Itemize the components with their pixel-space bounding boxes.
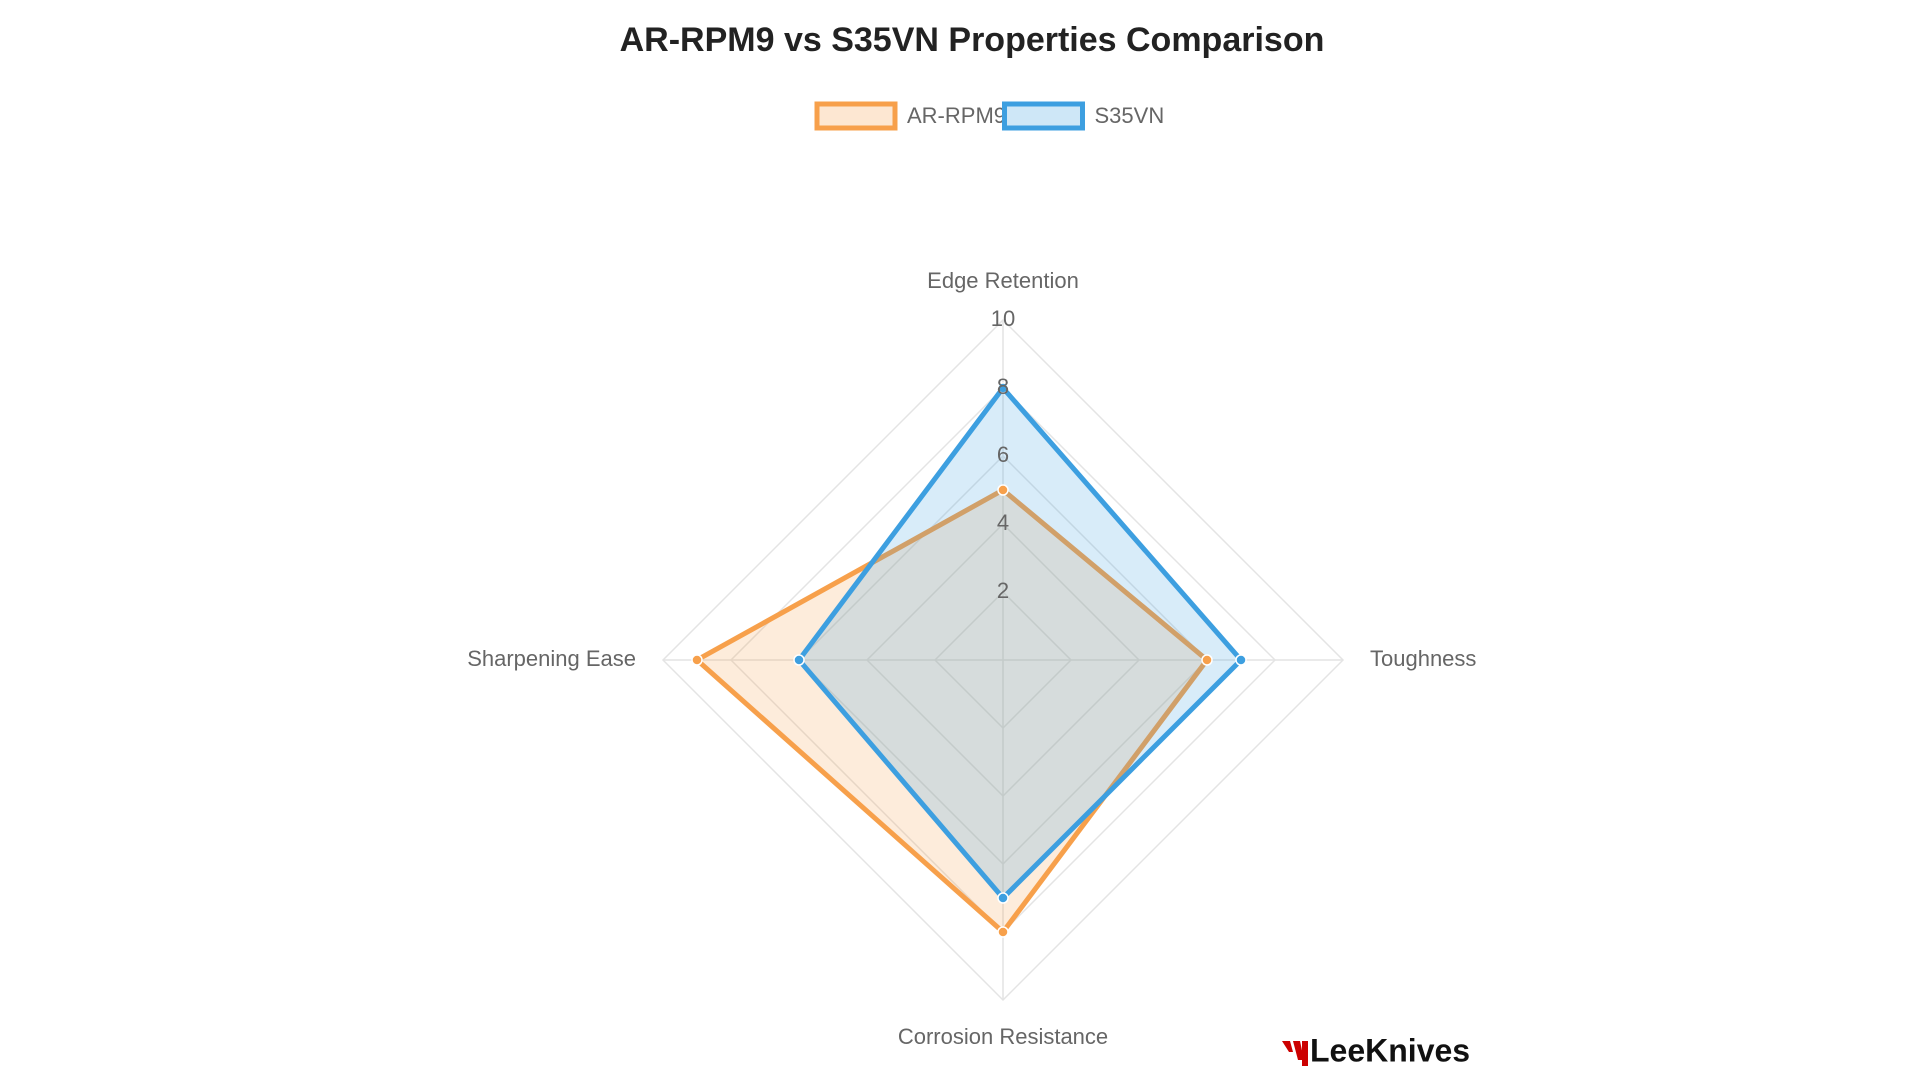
brand-name: LeeKnives: [1310, 1032, 1470, 1068]
logo-mark: [1293, 1041, 1304, 1060]
r-tick-label: 4: [997, 510, 1009, 535]
legend-label: S35VN: [1095, 103, 1165, 128]
data-point: [997, 892, 1009, 904]
category-label: Sharpening Ease: [467, 646, 636, 671]
category-label: Edge Retention: [927, 268, 1079, 293]
data-point: [997, 484, 1009, 496]
data-point: [997, 382, 1009, 394]
plot: 2 4 6 8 10: [691, 306, 1247, 938]
data-point: [997, 926, 1009, 938]
category-label: Corrosion Resistance: [898, 1024, 1108, 1049]
data-point: [793, 654, 805, 666]
legend-swatch: [814, 101, 898, 131]
data-point: [1235, 654, 1247, 666]
data-point: [691, 654, 703, 666]
grid: Edge Retention Toughness Corrosion Resista…: [467, 268, 1476, 1049]
r-tick-label: 8: [997, 374, 1009, 399]
logo-mark: [1282, 1041, 1293, 1052]
legend-swatch: [1002, 101, 1085, 131]
legend-label: AR-RPM9: [907, 103, 1006, 128]
legend: AR-RPM9 S35VN: [814, 101, 1165, 131]
category-label: Toughness: [1370, 646, 1476, 671]
logo-mark: [1302, 1041, 1308, 1066]
data-point: [1201, 654, 1213, 666]
chart-title: AR-RPM9 vs S35VN Properties Comparison: [620, 21, 1325, 59]
brand-logo: LeeKnives: [1282, 1032, 1470, 1068]
r-tick-label: 10: [991, 306, 1015, 331]
r-tick-label: 2: [997, 578, 1009, 603]
series-area: [795, 384, 1245, 902]
r-tick-label: 6: [997, 442, 1009, 467]
